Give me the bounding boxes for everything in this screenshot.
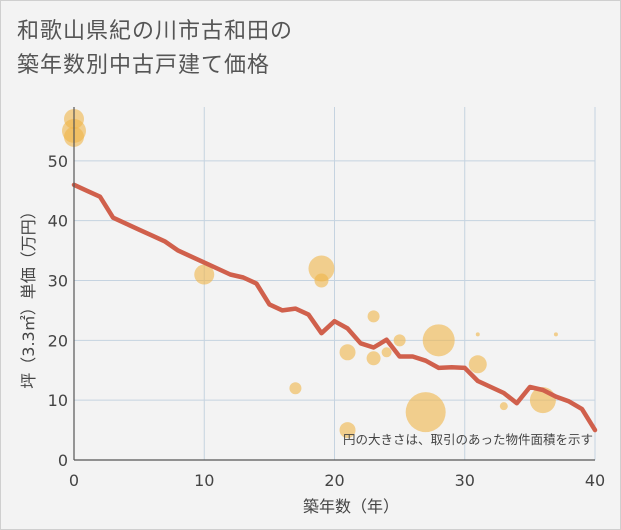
title-line-2: 築年数別中古戸建て価格 bbox=[17, 53, 271, 78]
data-bubble bbox=[405, 392, 446, 433]
data-bubble bbox=[339, 422, 356, 439]
data-bubble bbox=[381, 347, 392, 358]
x-axis-label: 築年数（年） bbox=[303, 497, 399, 516]
bubble-layer bbox=[62, 108, 558, 439]
x-tick-label: 20 bbox=[324, 471, 344, 490]
data-bubble bbox=[339, 344, 356, 361]
axes-layer: 0 10 20 30 40 0 10 20 30 40 50 bbox=[48, 107, 605, 490]
data-bubble bbox=[289, 382, 302, 395]
data-bubble bbox=[366, 351, 381, 366]
data-bubble bbox=[553, 332, 558, 337]
size-note: 円の大きさは、取引のあった物件面積を示す bbox=[343, 432, 593, 447]
y-tick-label: 0 bbox=[58, 451, 68, 470]
x-tick-label: 30 bbox=[455, 471, 475, 490]
data-bubble bbox=[468, 355, 487, 374]
y-tick-label: 30 bbox=[48, 272, 68, 291]
data-bubble bbox=[393, 334, 406, 347]
data-bubble bbox=[475, 332, 480, 337]
trend-layer bbox=[71, 182, 598, 433]
x-tick-label: 0 bbox=[69, 471, 79, 490]
data-bubble bbox=[194, 264, 215, 285]
trend-line bbox=[71, 182, 598, 433]
title-line-1: 和歌山県紀の川市古和田の bbox=[17, 19, 294, 44]
data-bubble bbox=[499, 402, 508, 411]
y-tick-label: 50 bbox=[48, 152, 68, 171]
x-tick-label: 10 bbox=[194, 471, 214, 490]
x-tick-label: 40 bbox=[585, 471, 605, 490]
data-bubble bbox=[314, 273, 329, 288]
data-bubble bbox=[422, 324, 455, 357]
data-bubble bbox=[367, 310, 380, 323]
y-axis-label: 坪（3.3㎡）単価（万円） bbox=[19, 203, 38, 388]
data-bubble bbox=[308, 255, 335, 282]
y-tick-label: 40 bbox=[48, 212, 68, 231]
grid-lines bbox=[74, 107, 596, 460]
y-tick-label: 10 bbox=[48, 391, 68, 410]
chart-title: 和歌山県紀の川市古和田の 築年数別中古戸建て価格 bbox=[17, 15, 293, 83]
y-tick-label: 20 bbox=[48, 331, 68, 350]
